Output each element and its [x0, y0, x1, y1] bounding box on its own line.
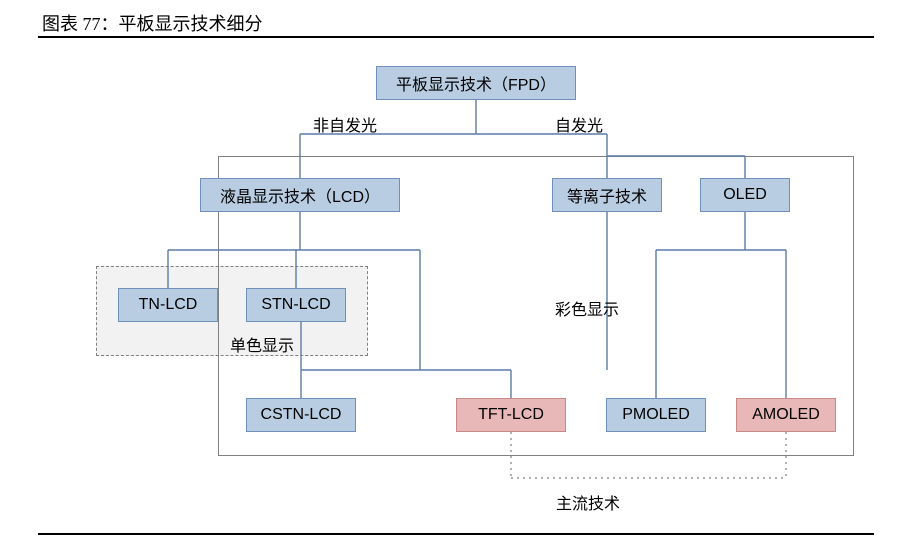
figure-container: 图表 77：平板显示技术细分 平板显示技术（FPD） 液晶显示技术（LCD） 等… — [0, 0, 912, 545]
label-self-emitting: 自发光 — [555, 112, 603, 136]
node-amoled-label: AMOLED — [752, 406, 820, 424]
node-tft: TFT-LCD — [456, 398, 566, 432]
node-pmoled-label: PMOLED — [622, 406, 690, 424]
label-monochrome: 单色显示 — [230, 332, 294, 356]
node-cstn-label: CSTN-LCD — [261, 406, 342, 424]
node-stn: STN-LCD — [246, 288, 346, 322]
node-oled-label: OLED — [723, 186, 767, 204]
node-pmoled: PMOLED — [606, 398, 706, 432]
node-root-label: 平板显示技术（FPD） — [396, 71, 556, 95]
label-non-self-emitting: 非自发光 — [313, 112, 377, 136]
node-tn-label: TN-LCD — [139, 296, 198, 314]
node-plasma-label: 等离子技术 — [567, 183, 647, 207]
node-cstn: CSTN-LCD — [246, 398, 356, 432]
node-lcd: 液晶显示技术（LCD） — [200, 178, 400, 212]
node-amoled: AMOLED — [736, 398, 836, 432]
node-root: 平板显示技术（FPD） — [376, 66, 576, 100]
label-mainstream: 主流技术 — [556, 490, 620, 514]
node-oled: OLED — [700, 178, 790, 212]
node-tft-label: TFT-LCD — [478, 406, 544, 424]
figure-caption: 图表 77：平板显示技术细分 — [42, 10, 263, 36]
label-color-display: 彩色显示 — [555, 296, 619, 320]
node-tn: TN-LCD — [118, 288, 218, 322]
top-rule — [38, 36, 874, 38]
node-stn-label: STN-LCD — [261, 296, 330, 314]
bottom-rule — [38, 533, 874, 535]
node-plasma: 等离子技术 — [552, 178, 662, 212]
node-lcd-label: 液晶显示技术（LCD） — [220, 183, 380, 207]
